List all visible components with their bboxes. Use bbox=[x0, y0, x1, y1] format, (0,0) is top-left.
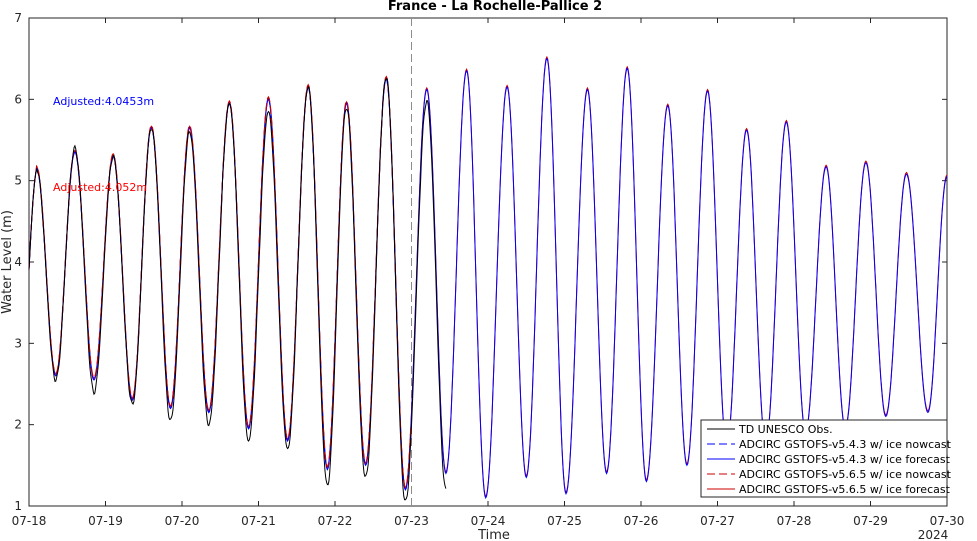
x-tick-label: 07-27 bbox=[700, 514, 735, 528]
x-axis: 07-18 07-19 07-20 07-21 07-22 07-23 07-24 07-25… bbox=[12, 18, 965, 528]
chart-title: France - La Rochelle-Pallice 2 bbox=[388, 0, 602, 14]
y-tick-label: 3 bbox=[14, 336, 22, 350]
adjusted-annotation-blue: Adjusted:4.0453m bbox=[53, 95, 154, 108]
legend-label: ADCIRC GSTOFS-v5.6.5 w/ ice nowcast bbox=[739, 468, 952, 481]
y-axis: 1 2 3 4 5 6 7 bbox=[14, 11, 947, 513]
series-v565-nowcast bbox=[28, 75, 412, 489]
y-tick-label: 5 bbox=[14, 174, 22, 188]
x-tick-label: 07-30 bbox=[930, 514, 965, 528]
legend-label: ADCIRC GSTOFS-v5.6.5 w/ ice forecast bbox=[739, 483, 951, 496]
legend: TD UNESCO Obs. ADCIRC GSTOFS-v5.4.3 w/ ic… bbox=[700, 419, 952, 498]
x-tick-label: 07-29 bbox=[853, 514, 888, 528]
x-tick-label: 07-21 bbox=[241, 514, 276, 528]
legend-label: TD UNESCO Obs. bbox=[738, 423, 833, 436]
x-tick-label: 07-18 bbox=[12, 514, 47, 528]
series-v543-nowcast bbox=[28, 77, 412, 491]
x-tick-label: 07-25 bbox=[547, 514, 582, 528]
adjusted-annotation-red: Adjusted:4.052m bbox=[53, 181, 147, 194]
y-axis-title: Water Level (m) bbox=[0, 210, 15, 314]
series-layer bbox=[28, 55, 948, 501]
x-tick-label: 07-19 bbox=[88, 514, 123, 528]
legend-box bbox=[700, 419, 948, 498]
y-tick-label: 2 bbox=[14, 418, 22, 432]
y-tick-label: 7 bbox=[14, 11, 22, 25]
x-axis-title: Time bbox=[477, 528, 510, 541]
y-tick-label: 1 bbox=[14, 499, 22, 513]
x-tick-label: 07-26 bbox=[624, 514, 659, 528]
x-tick-label: 07-24 bbox=[471, 514, 506, 528]
y-tick-label: 4 bbox=[14, 255, 22, 269]
x-tick-label: 07-23 bbox=[394, 514, 429, 528]
y-tick-label: 6 bbox=[14, 92, 22, 106]
x-tick-label: 07-28 bbox=[777, 514, 812, 528]
series-obs bbox=[28, 78, 447, 501]
legend-label: ADCIRC GSTOFS-v5.4.3 w/ ice nowcast bbox=[739, 438, 952, 451]
x-year-label: 2024 bbox=[918, 528, 949, 541]
x-tick-label: 07-22 bbox=[318, 514, 353, 528]
legend-label: ADCIRC GSTOFS-v5.4.3 w/ ice forecast bbox=[739, 453, 951, 466]
x-tick-label: 07-20 bbox=[165, 514, 200, 528]
